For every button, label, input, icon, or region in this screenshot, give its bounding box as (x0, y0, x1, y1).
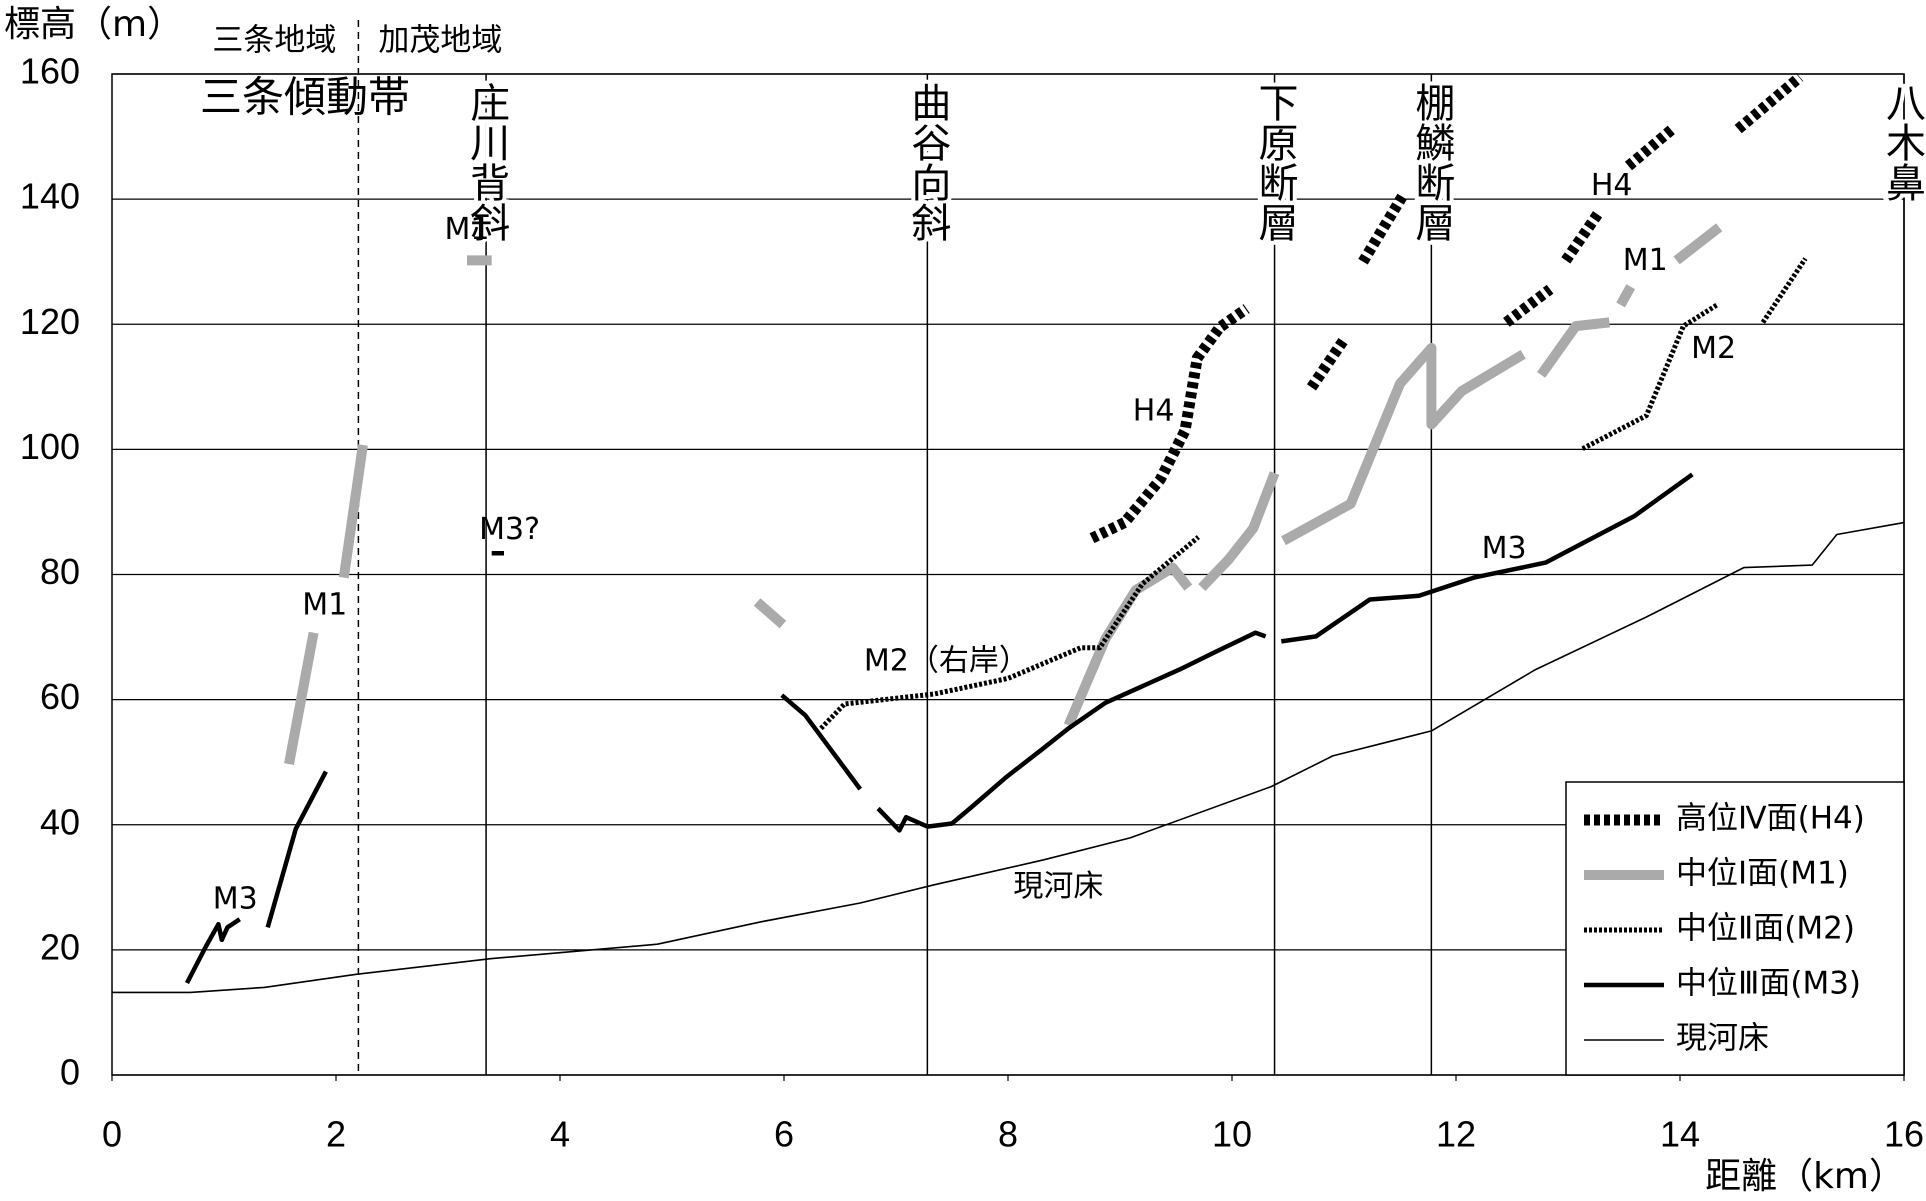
x-tick-label: 0 (102, 1114, 122, 1155)
marker-label: 庄川背斜 (463, 82, 510, 242)
marker-label: 曲谷向斜 (904, 82, 951, 242)
annotation: M3? (479, 512, 540, 547)
legend: 高位Ⅳ面(H4) 中位Ⅰ面(M1) 中位Ⅱ面(M2) 中位Ⅲ面(M3) 現河床 (1565, 781, 1905, 1076)
y-axis-label: 標高（m） (4, 4, 183, 45)
series-line (284, 223, 1723, 766)
annotation: M2（右岸） (864, 644, 1029, 679)
legend-box (1565, 781, 1905, 1076)
annotation: M3 (1482, 531, 1527, 566)
x-tick-label: 16 (1884, 1114, 1924, 1155)
legend-label: 現河床 (1676, 1021, 1769, 1057)
series-line (819, 257, 1808, 731)
y-tick-label: 0 (60, 1052, 80, 1093)
legend-label: 中位Ⅰ面(M1) (1676, 856, 1849, 892)
annotation: H4 (1133, 393, 1175, 428)
y-tick-label: 100 (20, 426, 80, 467)
annotation: M1 (1623, 243, 1668, 278)
marker-label: 八木鼻 (1879, 82, 1925, 202)
y-tick-label: 140 (20, 176, 80, 217)
x-tick-label: 2 (326, 1114, 346, 1155)
legend-label: 中位Ⅲ面(M3) (1676, 966, 1861, 1002)
y-tick-label: 60 (40, 676, 80, 717)
y-tick-label: 120 (20, 301, 80, 342)
legend-label: 高位Ⅳ面(H4) (1676, 801, 1865, 837)
legend-label: 中位Ⅱ面(M2) (1676, 911, 1855, 947)
x-tick-label: 12 (1436, 1114, 1476, 1155)
annotation: M1 (445, 212, 490, 247)
annotation: M3 (213, 881, 258, 916)
region-label: 三条地域 (212, 23, 336, 59)
marker-label: 棚鱗断層 (1408, 82, 1454, 242)
x-tick-label: 10 (1212, 1114, 1252, 1155)
annotation: H4 (1591, 168, 1633, 203)
y-tick-label: 20 (40, 926, 80, 967)
region-label: 加茂地域 (378, 23, 502, 59)
y-tick-label: 40 (40, 801, 80, 842)
x-tick-label: 14 (1660, 1114, 1700, 1155)
annotation: 現河床 (1013, 869, 1103, 904)
x-tick-label: 4 (550, 1114, 570, 1155)
x-tick-label: 6 (774, 1114, 794, 1155)
x-tick-label: 8 (998, 1114, 1018, 1155)
annotation: M1 (302, 587, 347, 622)
series-line (185, 472, 1694, 985)
y-tick-label: 80 (40, 551, 80, 592)
zone-label: 三条傾動帯 (200, 73, 410, 122)
y-tick-label: 160 (20, 51, 80, 92)
x-axis-label: 距離（km） (1705, 1156, 1905, 1197)
annotation: M2 (1691, 331, 1736, 366)
series-line (112, 521, 1905, 994)
marker-label: 下原断層 (1252, 82, 1298, 242)
